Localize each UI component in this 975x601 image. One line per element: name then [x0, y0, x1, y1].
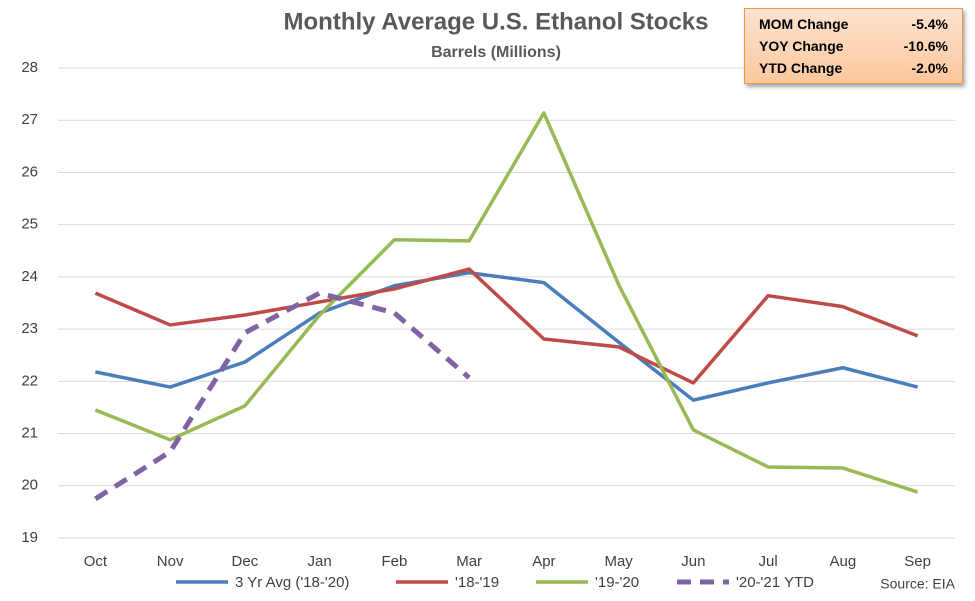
- info-label: YTD Change: [759, 60, 843, 76]
- info-row: YTD Change -2.0%: [759, 57, 948, 79]
- info-value: -2.0%: [911, 60, 948, 76]
- legend-label: '19-'20: [595, 574, 639, 591]
- y-tick-label: 25: [21, 216, 38, 233]
- x-tick-label: May: [604, 553, 633, 570]
- y-tick-label: 20: [21, 477, 38, 494]
- series-line: [95, 270, 919, 402]
- chart-title: Monthly Average U.S. Ethanol Stocks: [284, 8, 709, 35]
- x-tick-label: Dec: [232, 553, 259, 570]
- info-value: -5.4%: [911, 16, 948, 32]
- x-tick-label: Nov: [157, 553, 184, 570]
- y-tick-label: 28: [21, 59, 38, 76]
- series-line: [94, 290, 471, 501]
- info-value: -10.6%: [903, 38, 948, 54]
- x-tick-label: Jan: [308, 553, 332, 570]
- x-tick-label: Jun: [681, 553, 705, 570]
- x-tick-label: Aug: [830, 553, 857, 570]
- series-line: [94, 267, 919, 385]
- x-tick-label: Oct: [84, 553, 108, 570]
- y-tick-label: 22: [21, 372, 38, 389]
- x-tick-label: Mar: [456, 553, 482, 570]
- x-tick-label: Sep: [904, 553, 931, 570]
- info-row: YOY Change -10.6%: [759, 35, 948, 57]
- x-tick-label: Apr: [532, 553, 555, 570]
- y-tick-label: 26: [21, 163, 38, 180]
- series-line: [94, 111, 919, 494]
- legend-label: '18-'19: [455, 574, 499, 591]
- info-row: MOM Change -5.4%: [759, 13, 948, 35]
- info-label: MOM Change: [759, 16, 849, 32]
- y-tick-label: 24: [21, 268, 38, 285]
- y-tick-label: 27: [21, 111, 38, 128]
- info-box: MOM Change -5.4% YOY Change -10.6% YTD Chang…: [744, 8, 963, 84]
- legend-label: '20-'21 YTD: [736, 574, 814, 591]
- chart-subtitle: Barrels (Millions): [431, 44, 561, 61]
- x-tick-label: Feb: [381, 553, 407, 570]
- y-tick-label: 21: [21, 425, 38, 442]
- source: Source: EIA: [880, 576, 955, 592]
- info-label: YOY Change: [759, 38, 844, 54]
- y-tick-label: 19: [21, 529, 38, 546]
- y-tick-label: 23: [21, 320, 38, 337]
- legend-label: 3 Yr Avg ('18-'20): [235, 574, 349, 591]
- x-tick-label: Jul: [759, 553, 778, 570]
